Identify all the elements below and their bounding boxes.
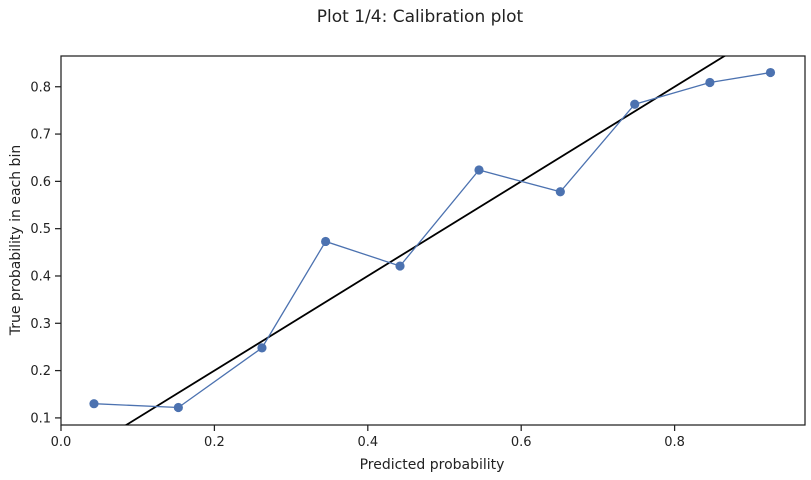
y-tick-label: 0.6 [30,175,51,190]
x-axis-label: Predicted probability [360,457,505,473]
data-point [630,99,640,109]
y-tick-label: 0.3 [30,317,51,332]
data-point [89,399,99,409]
data-point [705,77,715,88]
data-point [765,67,776,78]
plot-frame [60,55,806,426]
y-tick-label: 0.8 [30,80,51,95]
data-point [173,402,183,413]
data-point [555,187,565,197]
y-tick-label: 0.4 [30,269,51,284]
x-tick-label: 0.8 [664,435,685,450]
data-point [395,261,405,271]
x-tick-label: 0.4 [357,435,378,450]
y-tick-label: 0.2 [30,364,51,379]
data-point [321,236,331,247]
data-point [474,165,484,175]
y-axis-label: True probability in each bin [8,145,24,336]
series-line [93,71,771,409]
axes: 0.0 0.2 0.4 0.6 0.8 0.1 0.2 0.3 0.4 0.5 0.6 0.7 0.8 [30,55,806,450]
y-tick-label: 0.5 [30,222,51,237]
reference-diagonal-line [124,56,727,425]
x-tick-label: 0.6 [511,435,532,450]
x-tick-label: 0.2 [204,435,225,450]
data-point [257,343,267,353]
x-tick-label: 0.0 [51,435,72,450]
chart-title: Plot 1/4: Calibration plot [317,7,524,27]
y-tick-label: 0.7 [30,128,51,143]
y-tick-label: 0.1 [30,411,51,426]
